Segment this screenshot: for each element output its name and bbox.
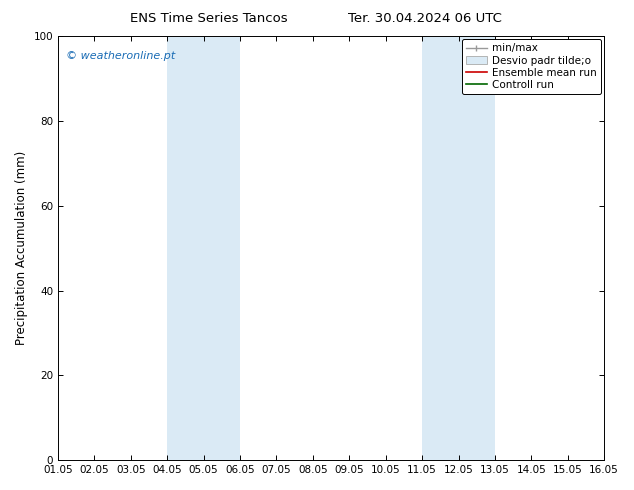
Bar [167, 36, 240, 460]
Text: ENS Time Series Tancos: ENS Time Series Tancos [131, 12, 288, 25]
Legend: min/max, Desvio padr tilde;o, Ensemble mean run, Controll run: min/max, Desvio padr tilde;o, Ensemble m… [462, 39, 601, 94]
Text: Ter. 30.04.2024 06 UTC: Ter. 30.04.2024 06 UTC [348, 12, 501, 25]
Bar [422, 36, 495, 460]
Y-axis label: Precipitation Accumulation (mm): Precipitation Accumulation (mm) [15, 151, 28, 345]
Text: © weatheronline.pt: © weatheronline.pt [66, 51, 176, 61]
